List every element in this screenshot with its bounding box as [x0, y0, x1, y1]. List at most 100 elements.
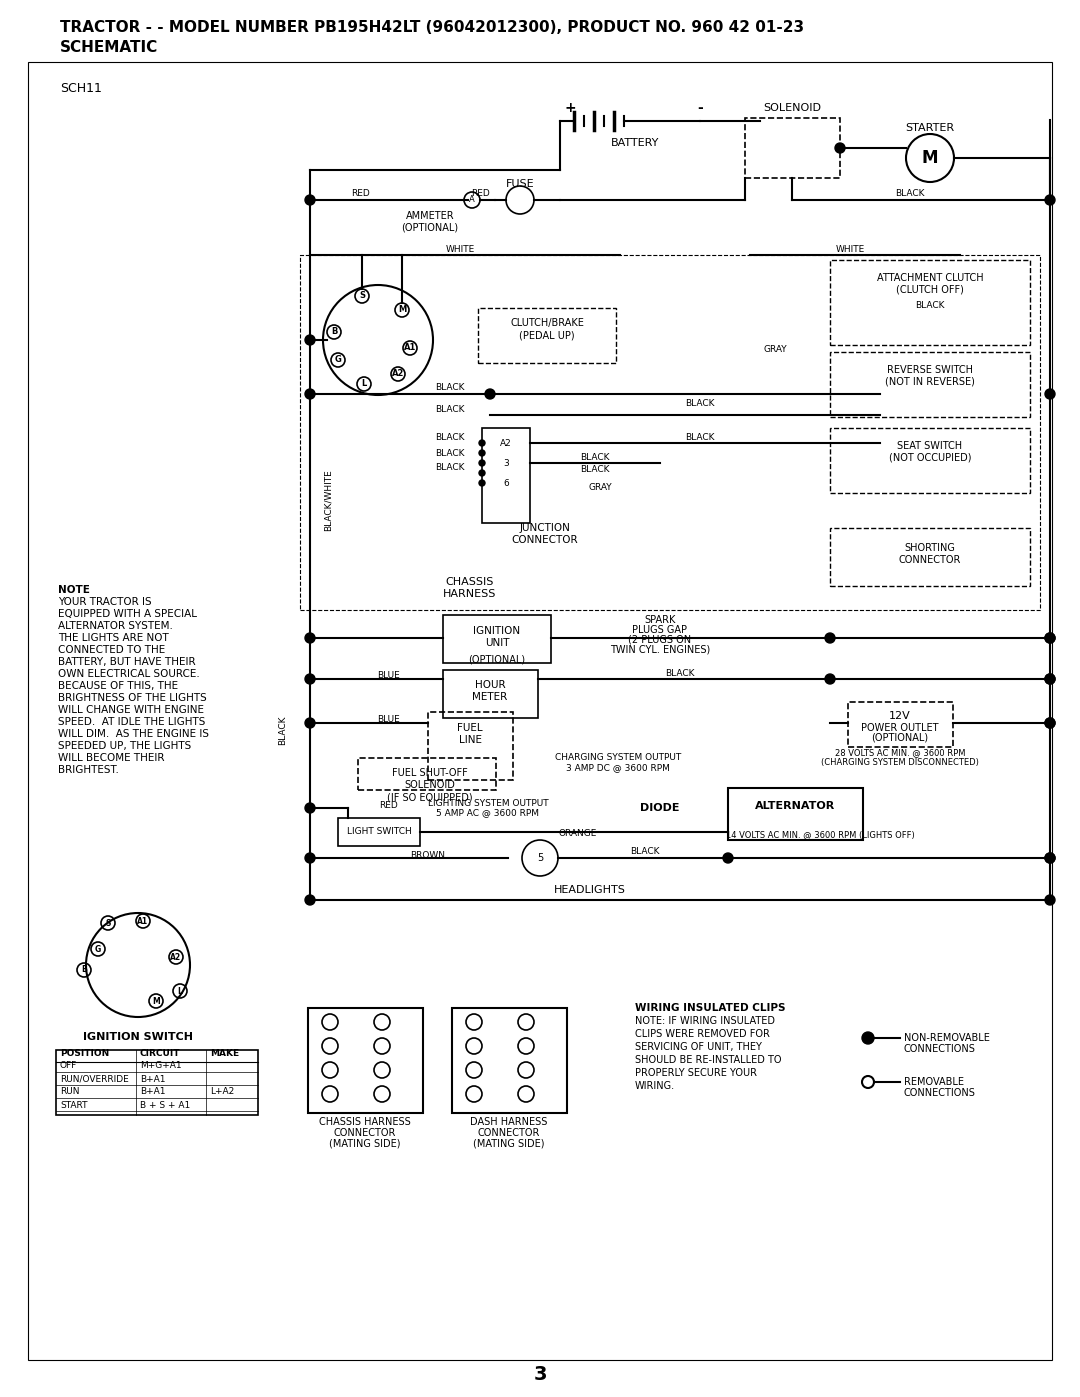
Text: 5: 5	[537, 854, 543, 863]
Circle shape	[1045, 895, 1055, 905]
Text: UNIT: UNIT	[485, 638, 510, 648]
Text: (PEDAL UP): (PEDAL UP)	[519, 330, 575, 339]
Text: BRIGHTNESS OF THE LIGHTS: BRIGHTNESS OF THE LIGHTS	[58, 693, 206, 703]
Text: YOUR TRACTOR IS: YOUR TRACTOR IS	[58, 597, 151, 608]
Text: CLIPS WERE REMOVED FOR: CLIPS WERE REMOVED FOR	[635, 1030, 770, 1039]
Text: DASH HARNESS: DASH HARNESS	[470, 1118, 548, 1127]
Text: (2 PLUGS ON: (2 PLUGS ON	[629, 636, 691, 645]
Bar	[300, 256, 1040, 610]
Text: POWER OUTLET: POWER OUTLET	[861, 724, 939, 733]
Circle shape	[305, 335, 315, 345]
Text: THE LIGHTS ARE NOT: THE LIGHTS ARE NOT	[58, 633, 168, 643]
Text: FUEL SHUT-OFF: FUEL SHUT-OFF	[392, 768, 468, 778]
Bar	[831, 352, 1030, 416]
Text: SCHEMATIC: SCHEMATIC	[60, 41, 159, 56]
Text: B: B	[330, 327, 337, 337]
Circle shape	[480, 440, 485, 446]
Text: M: M	[921, 149, 939, 168]
Circle shape	[862, 1032, 874, 1044]
Text: SHOULD BE RE-INSTALLED TO: SHOULD BE RE-INSTALLED TO	[635, 1055, 782, 1065]
Text: LINE: LINE	[459, 735, 482, 745]
Circle shape	[1045, 196, 1055, 205]
Text: MAKE: MAKE	[210, 1049, 239, 1059]
Text: CONNECTOR: CONNECTOR	[477, 1127, 540, 1139]
Text: OWN ELECTRICAL SOURCE.: OWN ELECTRICAL SOURCE.	[58, 669, 200, 679]
Text: HEADLIGHTS: HEADLIGHTS	[554, 886, 626, 895]
Text: SHORTING: SHORTING	[905, 543, 956, 553]
Text: SOLENOID: SOLENOID	[405, 780, 456, 789]
Text: CONNECTOR: CONNECTOR	[899, 555, 961, 564]
Circle shape	[480, 450, 485, 455]
Text: RED: RED	[351, 190, 369, 198]
Text: WHITE: WHITE	[445, 244, 474, 253]
Text: IGNITION SWITCH: IGNITION SWITCH	[83, 1032, 193, 1042]
Text: M+G+A1: M+G+A1	[140, 1062, 181, 1070]
Bar	[338, 819, 420, 847]
Text: A1: A1	[404, 344, 416, 352]
Text: CONNECTIONS: CONNECTIONS	[904, 1044, 976, 1053]
Text: JUNCTION: JUNCTION	[519, 522, 570, 534]
Text: RUN: RUN	[60, 1087, 80, 1097]
Text: REMOVABLE: REMOVABLE	[904, 1077, 964, 1087]
Text: SEAT SWITCH: SEAT SWITCH	[897, 441, 962, 451]
Bar	[848, 703, 953, 747]
Text: 6: 6	[503, 479, 509, 488]
Text: ORANGE: ORANGE	[558, 828, 597, 837]
Bar	[357, 759, 496, 789]
Text: PLUGS GAP: PLUGS GAP	[633, 624, 688, 636]
Text: WIRING.: WIRING.	[635, 1081, 675, 1091]
Text: TWIN CYL. ENGINES): TWIN CYL. ENGINES)	[610, 645, 711, 655]
Text: (OPTIONAL): (OPTIONAL)	[469, 655, 526, 665]
Text: BATTERY: BATTERY	[611, 138, 659, 148]
Text: BLACK: BLACK	[895, 189, 924, 197]
Bar	[831, 260, 1030, 345]
Circle shape	[1045, 633, 1055, 643]
Text: CONNECTIONS: CONNECTIONS	[904, 1088, 976, 1098]
Bar	[428, 712, 513, 780]
Text: (NOT IN REVERSE): (NOT IN REVERSE)	[886, 377, 975, 387]
Text: BLACK: BLACK	[435, 448, 464, 457]
Bar	[443, 671, 538, 718]
Text: WILL BECOME THEIR: WILL BECOME THEIR	[58, 753, 164, 763]
Text: BLACK: BLACK	[435, 384, 464, 393]
Bar	[831, 528, 1030, 585]
Text: SOLENOID: SOLENOID	[762, 103, 821, 113]
Text: WILL DIM.  AS THE ENGINE IS: WILL DIM. AS THE ENGINE IS	[58, 729, 210, 739]
Circle shape	[825, 673, 835, 685]
Text: WILL CHANGE WITH ENGINE: WILL CHANGE WITH ENGINE	[58, 705, 204, 715]
Circle shape	[305, 388, 315, 400]
Text: CHASSIS: CHASSIS	[446, 577, 495, 587]
Text: TRACTOR - - MODEL NUMBER PB195H42LT (96042012300), PRODUCT NO. 960 42 01-23: TRACTOR - - MODEL NUMBER PB195H42LT (960…	[60, 21, 805, 35]
Text: M: M	[397, 306, 406, 314]
Text: 28 VOLTS AC MIN. @ 3600 RPM: 28 VOLTS AC MIN. @ 3600 RPM	[835, 749, 966, 757]
Text: IGNITION: IGNITION	[473, 626, 521, 636]
Text: CONNECTOR: CONNECTOR	[334, 1127, 396, 1139]
Text: M: M	[152, 996, 160, 1006]
Circle shape	[1045, 633, 1055, 643]
Text: B+A1: B+A1	[140, 1087, 165, 1097]
Circle shape	[1045, 673, 1055, 685]
Text: L+A2: L+A2	[210, 1087, 234, 1097]
Text: WIRING INSULATED CLIPS: WIRING INSULATED CLIPS	[635, 1003, 785, 1013]
Bar	[478, 307, 616, 363]
Text: L: L	[177, 986, 183, 996]
Text: START: START	[60, 1101, 87, 1109]
Text: BLACK: BLACK	[685, 398, 715, 408]
Bar	[443, 615, 551, 664]
Circle shape	[825, 633, 835, 643]
Text: -: -	[697, 101, 703, 115]
Text: ATTACHMENT CLUTCH: ATTACHMENT CLUTCH	[877, 272, 983, 284]
Text: CHASSIS HARNESS: CHASSIS HARNESS	[319, 1118, 410, 1127]
Text: 3: 3	[534, 1365, 546, 1384]
Text: B: B	[81, 965, 86, 975]
Text: A2: A2	[392, 369, 404, 379]
Text: LIGHT SWITCH: LIGHT SWITCH	[347, 827, 411, 837]
Text: BLUE: BLUE	[377, 672, 400, 680]
Circle shape	[1045, 854, 1055, 863]
Text: (CHARGING SYSTEM DISCONNECTED): (CHARGING SYSTEM DISCONNECTED)	[821, 759, 978, 767]
Text: CONNECTED TO THE: CONNECTED TO THE	[58, 645, 165, 655]
Text: NOTE: IF WIRING INSULATED: NOTE: IF WIRING INSULATED	[635, 1016, 775, 1025]
Text: HARNESS: HARNESS	[443, 590, 497, 599]
Text: BLACK: BLACK	[580, 454, 610, 462]
Text: A: A	[469, 196, 475, 204]
